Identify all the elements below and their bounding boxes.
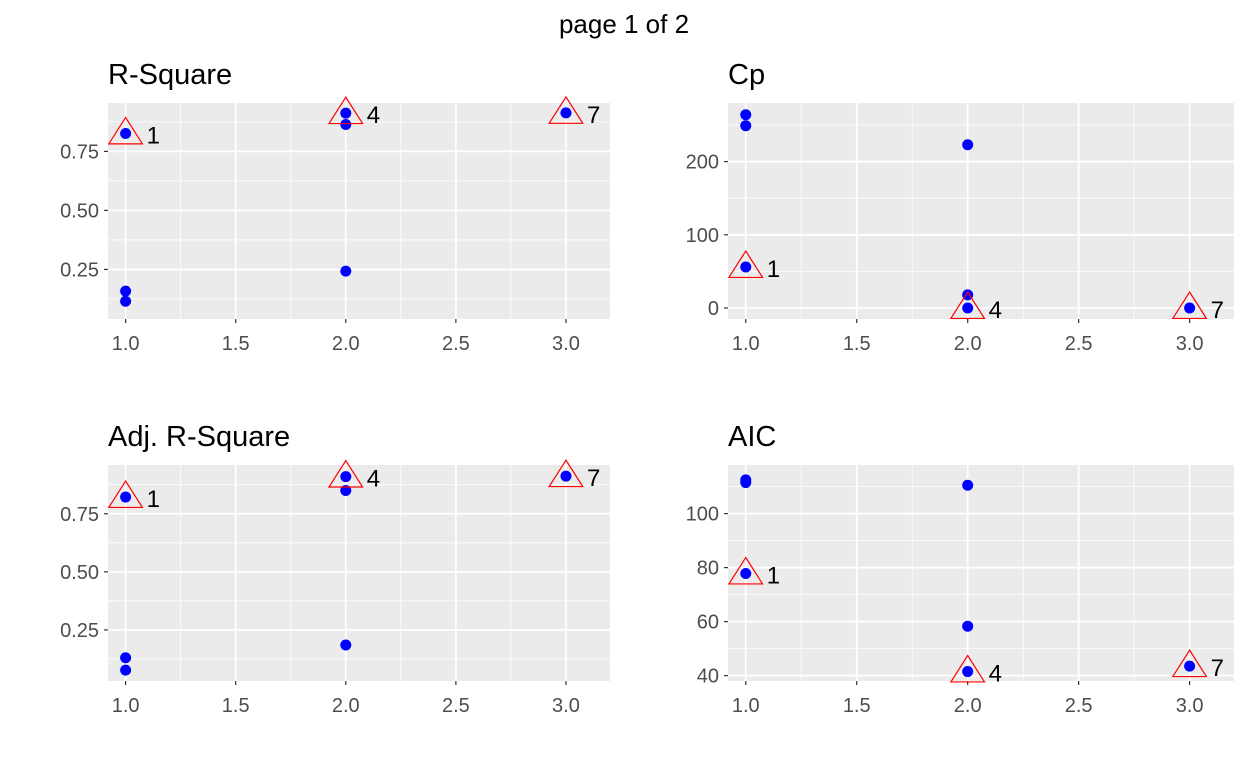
data-point <box>962 139 974 151</box>
data-point <box>740 261 752 273</box>
data-point <box>340 485 352 497</box>
data-point <box>340 471 352 483</box>
data-point <box>740 477 752 489</box>
x-tick-label: 3.0 <box>1176 333 1204 355</box>
best-model-label: 7 <box>587 102 600 129</box>
y-tick-label: 0.50 <box>60 562 99 584</box>
data-point <box>120 127 132 139</box>
panel-background <box>728 103 1234 319</box>
data-point <box>340 265 352 277</box>
data-point <box>120 652 132 664</box>
y-tick-label: 0.25 <box>60 259 99 281</box>
best-model-marker <box>1171 290 1208 320</box>
x-tick-label: 1.0 <box>112 695 140 717</box>
data-point <box>560 107 572 119</box>
best-model-label: 1 <box>767 256 780 283</box>
best-model-label: 4 <box>989 297 1002 324</box>
page-label: page 1 of 2 <box>559 9 689 39</box>
x-tick-label: 3.0 <box>552 695 580 717</box>
x-tick-label: 1.5 <box>843 695 871 717</box>
panel-aic: AIC 1.0 1.5 2.0 2.5 3.0 40 60 80 100 1 4 7 <box>686 421 1234 717</box>
y-tick-label: 40 <box>697 666 719 688</box>
data-point <box>740 568 752 580</box>
panel-title-aic: AIC <box>728 421 776 453</box>
best-model-marker <box>107 116 144 145</box>
best-model-marker <box>1171 649 1208 678</box>
data-point <box>120 295 132 307</box>
best-model-label: 1 <box>147 486 160 513</box>
panel-adj-r-square: Adj. R-Square 1.0 1.5 2.0 2.5 3.0 0.25 0.50 0.75… <box>60 421 610 717</box>
best-model-marker <box>107 479 144 509</box>
x-tick-label: 2.0 <box>332 333 360 355</box>
x-tick-label: 2.0 <box>954 695 982 717</box>
y-tick-label: 0.75 <box>60 141 99 163</box>
x-tick-label: 3.0 <box>552 333 580 355</box>
x-tick-label: 1.0 <box>732 695 760 717</box>
best-model-label: 1 <box>147 122 160 149</box>
data-point <box>120 285 132 297</box>
x-tick-label: 1.0 <box>732 333 760 355</box>
y-tick-label: 60 <box>697 612 719 634</box>
best-model-label: 7 <box>587 465 600 492</box>
panel-title-adj-r-square: Adj. R-Square <box>108 421 290 453</box>
x-tick-label: 2.5 <box>1065 333 1093 355</box>
panel-title-cp: Cp <box>728 59 765 91</box>
data-point <box>1184 302 1196 314</box>
data-point <box>1184 660 1196 672</box>
data-point <box>962 289 974 301</box>
y-tick-label: 0.25 <box>60 620 99 642</box>
y-tick-label: 100 <box>686 504 719 526</box>
x-tick-label: 2.5 <box>442 333 470 355</box>
x-tick-label: 1.5 <box>843 333 871 355</box>
y-tick-label: 0.50 <box>60 200 99 222</box>
panel-background <box>728 465 1234 681</box>
data-point <box>962 620 974 632</box>
best-model-marker <box>727 556 764 585</box>
best-model-marker <box>548 459 584 488</box>
best-model-marker <box>548 95 584 124</box>
data-point <box>340 639 352 651</box>
data-point <box>740 120 752 132</box>
panel-title-r-square: R-Square <box>108 59 232 91</box>
best-model-label: 4 <box>367 102 380 129</box>
data-point <box>962 302 974 314</box>
best-model-label: 7 <box>1211 297 1224 324</box>
x-tick-label: 2.0 <box>332 695 360 717</box>
data-point <box>962 666 974 678</box>
best-model-label: 4 <box>989 661 1002 688</box>
y-tick-label: 0.75 <box>60 504 99 526</box>
y-tick-label: 0 <box>708 298 719 320</box>
x-tick-label: 2.0 <box>954 333 982 355</box>
data-point <box>340 107 352 119</box>
best-model-label: 4 <box>367 466 380 493</box>
best-model-marker <box>949 290 986 320</box>
data-point <box>120 491 132 503</box>
x-tick-label: 2.5 <box>442 695 470 717</box>
best-model-label: 7 <box>1211 655 1224 682</box>
data-point <box>962 479 974 491</box>
data-point <box>340 118 352 130</box>
panel-background <box>108 465 610 681</box>
best-model-marker <box>327 459 364 488</box>
best-model-marker <box>727 249 764 279</box>
x-tick-label: 3.0 <box>1176 695 1204 717</box>
x-tick-label: 1.5 <box>222 333 250 355</box>
data-point <box>740 109 752 121</box>
x-tick-label: 1.0 <box>112 333 140 355</box>
y-tick-label: 80 <box>697 558 719 580</box>
x-tick-label: 2.5 <box>1065 695 1093 717</box>
best-model-marker <box>949 654 986 683</box>
y-tick-label: 100 <box>686 225 719 247</box>
x-tick-label: 1.5 <box>222 695 250 717</box>
data-point <box>560 470 572 482</box>
panel-cp: Cp 1.0 1.5 2.0 2.5 3.0 0 100 200 1 4 7 <box>686 59 1234 355</box>
best-model-marker <box>327 96 364 125</box>
data-point <box>120 664 132 676</box>
y-tick-label: 200 <box>686 152 719 174</box>
best-model-label: 1 <box>767 563 780 590</box>
panel-r-square: R-Square 1.0 1.5 2.0 2.5 3.0 0.25 0.50 0.75 1 4 7 <box>60 59 610 355</box>
